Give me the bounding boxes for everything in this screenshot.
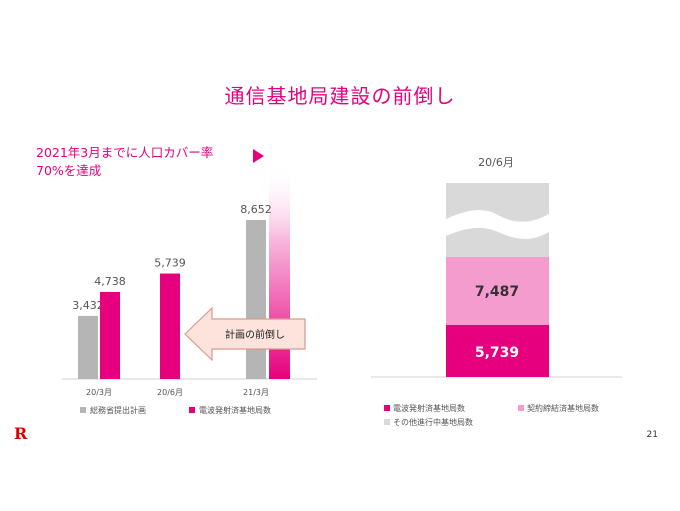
bar-emitted-0 (100, 291, 120, 379)
right-legend: 電波発射済基地局数 契約締結済基地局数 その他進行中基地局数 (384, 403, 599, 427)
brand-logo: R (14, 424, 28, 443)
x-tick-label: 20/3月 (86, 388, 112, 397)
stack-label-emitted: 5,739 (475, 345, 519, 361)
bar-plan-0 (78, 315, 98, 379)
page-number: 21 (646, 430, 658, 440)
bar-plan-2 (246, 220, 266, 379)
right-category-label: 20/6月 (478, 156, 514, 169)
bar-emitted-1 (160, 273, 180, 379)
legend-swatch-other (384, 419, 390, 425)
legend-swatch-emitted-right (384, 405, 390, 411)
page-title: 通信基地局建設の前倒し (224, 84, 456, 108)
bar-value-label: 8,652 (240, 203, 272, 216)
x-tick-label: 21/3月 (243, 388, 269, 397)
legend-label-plan: 総務省提出計画 (90, 405, 146, 415)
stack-segment-emitted (446, 325, 549, 377)
legend-swatch-contracted (518, 405, 524, 411)
bar-value-label: 3,432 (72, 299, 104, 312)
legend-label-emitted-right: 電波発射済基地局数 (393, 403, 465, 413)
arrow-label: 計画の前倒し (225, 328, 285, 341)
legend-label-emitted: 電波発射済基地局数 (199, 405, 271, 415)
stack-segment-other (446, 183, 549, 257)
legend-label-contracted: 契約締結済基地局数 (527, 403, 599, 413)
callout-line-2: 70%を達成 (36, 163, 102, 178)
play-triangle-icon (253, 149, 264, 163)
stack-segment-contracted (446, 257, 549, 325)
legend-swatch-plan (80, 407, 86, 413)
left-chart: 3,432 4,738 5,739 8,652 計画の前倒し 20/3月 20/6月 21… (62, 149, 317, 415)
legend-label-other: その他進行中基地局数 (393, 417, 473, 427)
forward-arrow-icon (184, 306, 306, 362)
bar-value-label: 4,738 (94, 275, 126, 288)
x-tick-label: 20/6月 (157, 388, 183, 397)
axis-break-wave (446, 210, 549, 239)
stack-label-contracted: 7,487 (475, 284, 519, 300)
right-chart: 20/6月 5,739 7,487 電波発射済基地局数 契約締結済基地局数 その… (371, 156, 622, 427)
left-legend: 総務省提出計画 電波発射済基地局数 (80, 405, 271, 415)
forward-arrow: 計画の前倒し (184, 306, 306, 362)
callout-line-1: 2021年3月までに人口カバー率 (36, 145, 214, 160)
legend-swatch-emitted (189, 407, 195, 413)
bar-value-label: 5,739 (154, 257, 186, 270)
